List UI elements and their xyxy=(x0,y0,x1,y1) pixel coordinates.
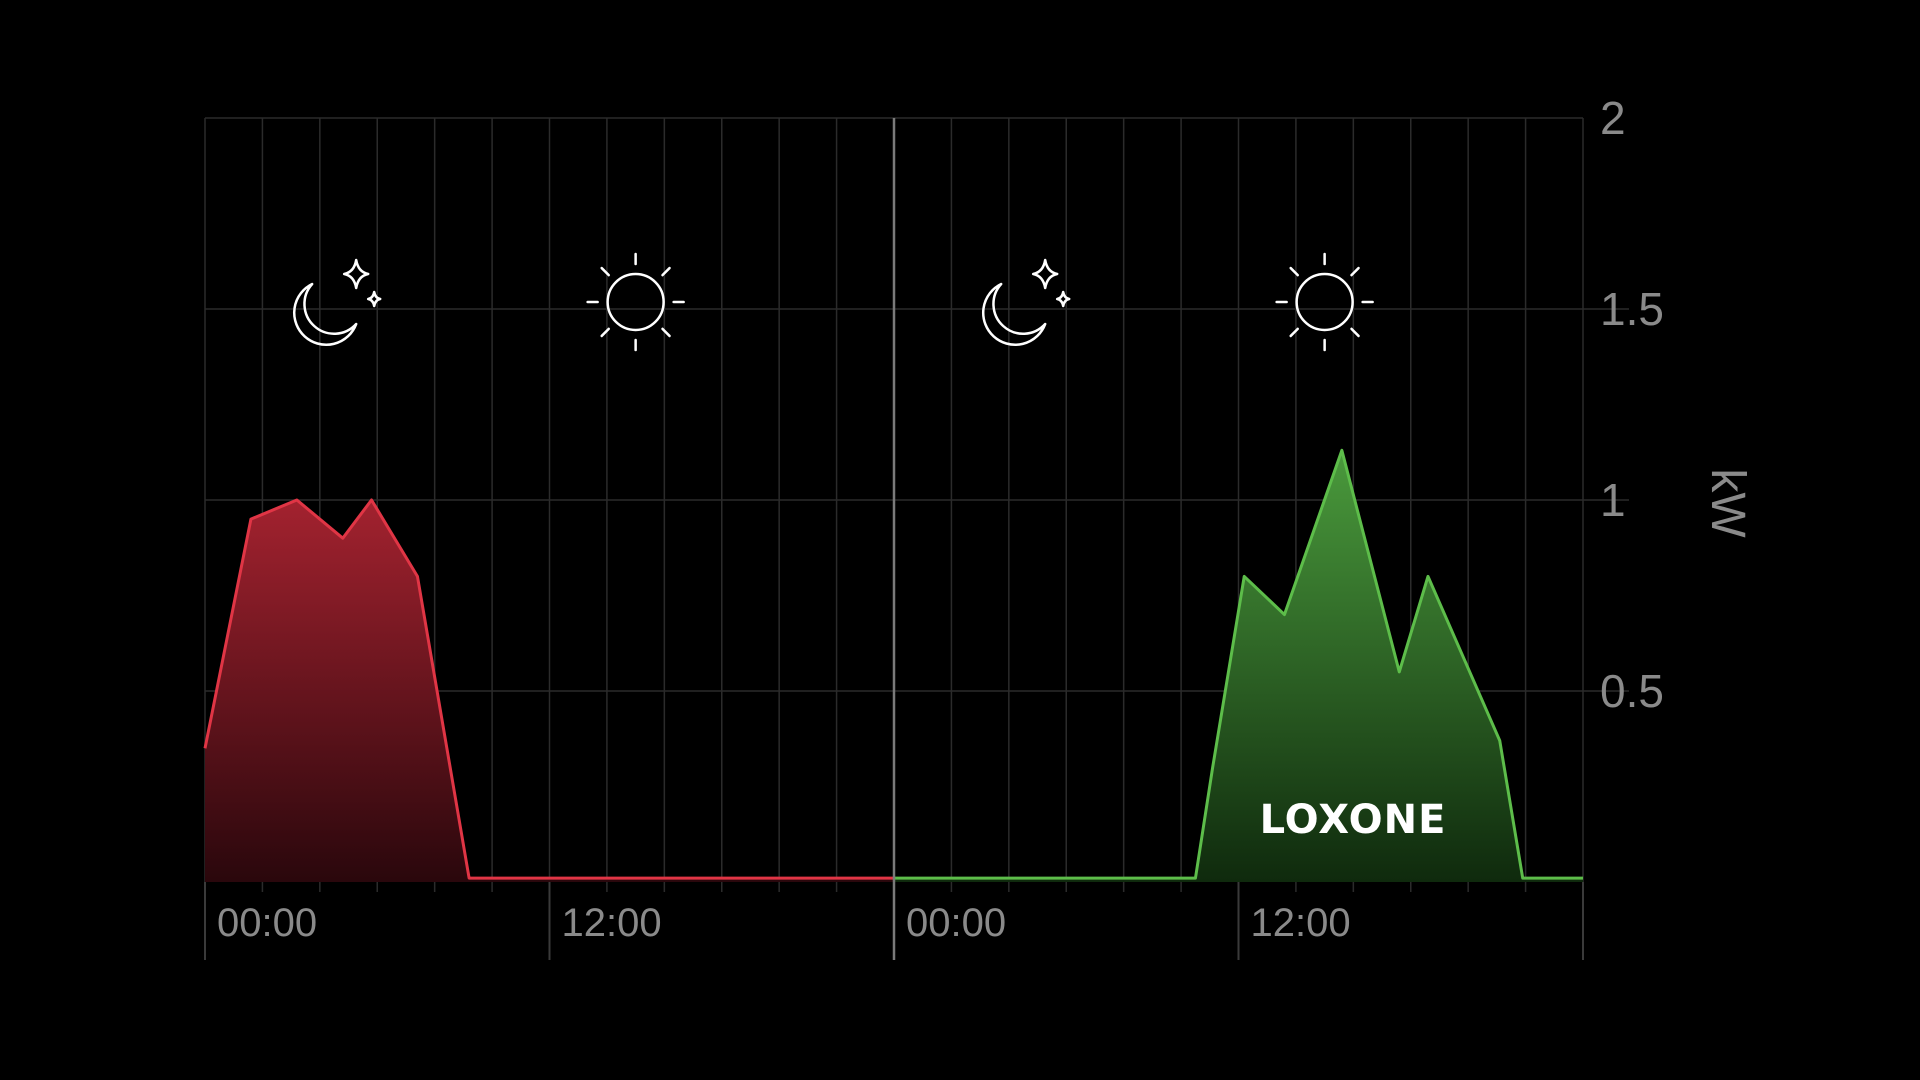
moon-stars-icon xyxy=(982,258,1071,346)
series-line xyxy=(894,448,1583,880)
x-tick-label: 12:00 xyxy=(1251,901,1351,945)
y-tick-label: 2 xyxy=(1600,92,1626,144)
day-night-icons xyxy=(293,252,1374,352)
y-axis-unit: kW xyxy=(1701,468,1754,538)
x-tick-label: 12:00 xyxy=(562,901,662,945)
loxone-watermark: LOXONE xyxy=(1260,797,1447,843)
sun-icon xyxy=(1275,252,1374,352)
y-tick-label: 1.5 xyxy=(1600,283,1664,335)
series-area-fill xyxy=(205,500,894,882)
sun-icon xyxy=(586,252,685,352)
axis-labels: 2 1.5 1 0.5 00:00 12:00 00:00 12:00 kW xyxy=(217,92,1754,945)
series-area-fill xyxy=(894,450,1583,882)
series-line xyxy=(203,498,894,880)
x-tick-label: 00:00 xyxy=(217,901,317,945)
moon-stars-icon xyxy=(293,258,382,346)
y-tick-label: 0.5 xyxy=(1600,665,1664,717)
y-tick-label: 1 xyxy=(1600,474,1626,526)
series-areas xyxy=(203,118,1583,960)
x-tick-label: 00:00 xyxy=(906,901,1006,945)
